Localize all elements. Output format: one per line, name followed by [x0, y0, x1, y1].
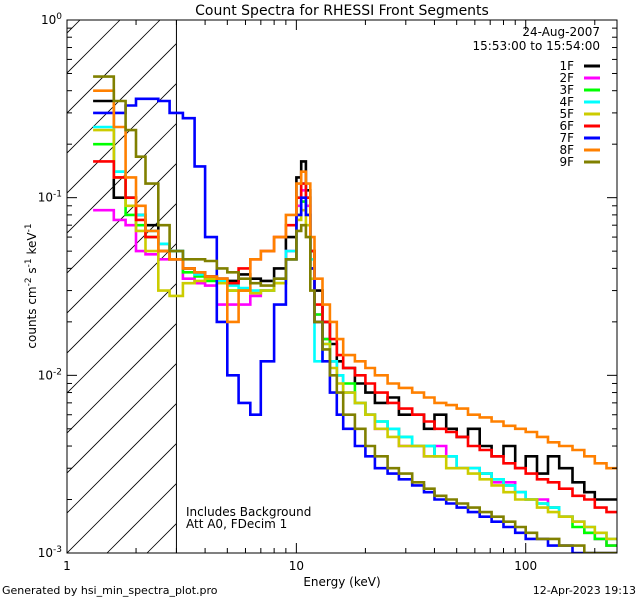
plot-date-label: 12-Apr-2023 19:13 [533, 584, 636, 597]
series-line-3F [93, 142, 617, 547]
legend-label-7F: 7F [559, 131, 574, 145]
hatch-line [67, 20, 81, 34]
hatch-line [67, 403, 177, 514]
hatch-line [67, 203, 177, 314]
legend-label-4F: 4F [559, 95, 574, 109]
annotation-attenuator: Att A0, FDecim 1 [186, 517, 287, 531]
series-line-9F [93, 75, 617, 553]
annotation-background: Includes Background [186, 505, 311, 519]
hatch-line [67, 43, 177, 154]
hatch-line [387, 20, 640, 553]
x-tick-label: 1 [63, 559, 71, 573]
date-label: 24-Aug-2007 [522, 25, 600, 39]
series-line-4F [93, 125, 617, 541]
hatched-region [67, 20, 640, 553]
legend-label-3F: 3F [559, 83, 574, 97]
plot-frame [66, 19, 618, 554]
hatch-line [67, 363, 177, 474]
y-tick-label: 10-1 [38, 190, 62, 205]
y-tick-label: 100 [41, 12, 62, 27]
legend-label-2F: 2F [559, 71, 574, 85]
hatch-line [67, 243, 177, 354]
hatch-lines [67, 20, 640, 553]
x-tick-label: 100 [514, 559, 537, 573]
legend-label-8F: 8F [559, 143, 574, 157]
series-line-5F [93, 128, 617, 541]
hatch-line [67, 443, 177, 553]
series-layer [93, 75, 617, 553]
series-line-6F [93, 160, 617, 514]
legend-label-9F: 9F [559, 155, 574, 169]
hatch-line [587, 20, 640, 553]
legend-label-5F: 5F [559, 107, 574, 121]
hatch-line [67, 283, 177, 394]
generated-by-label: Generated by hsi_min_spectra_plot.pro [2, 584, 218, 597]
series-line-7F [93, 97, 617, 553]
hatch-line [67, 20, 161, 114]
legend-label-1F: 1F [559, 59, 574, 73]
y-axis-label: counts cm-2 s-1 keV-1 [24, 223, 39, 348]
y-tick-label: 10-3 [38, 545, 62, 560]
axes: 1 10 100 100 10-1 10-2 10-3 [38, 12, 617, 573]
hatch-line [467, 20, 640, 553]
hatch-line [67, 83, 177, 194]
legend-label-6F: 6F [559, 119, 574, 133]
series-line-8F [93, 89, 617, 470]
chart-title: Count Spectra for RHESSI Front Segments [195, 3, 489, 19]
y-tick-label: 10-2 [38, 367, 62, 382]
series-clip-group [93, 75, 617, 553]
x-tick-label: 10 [289, 559, 304, 573]
hatch-line [627, 20, 640, 553]
hatch-line [227, 20, 640, 553]
x-axis-label: Energy (keV) [303, 575, 380, 589]
time-range-label: 15:53:00 to 15:54:00 [473, 39, 600, 53]
hatch-clip-group [67, 20, 640, 553]
